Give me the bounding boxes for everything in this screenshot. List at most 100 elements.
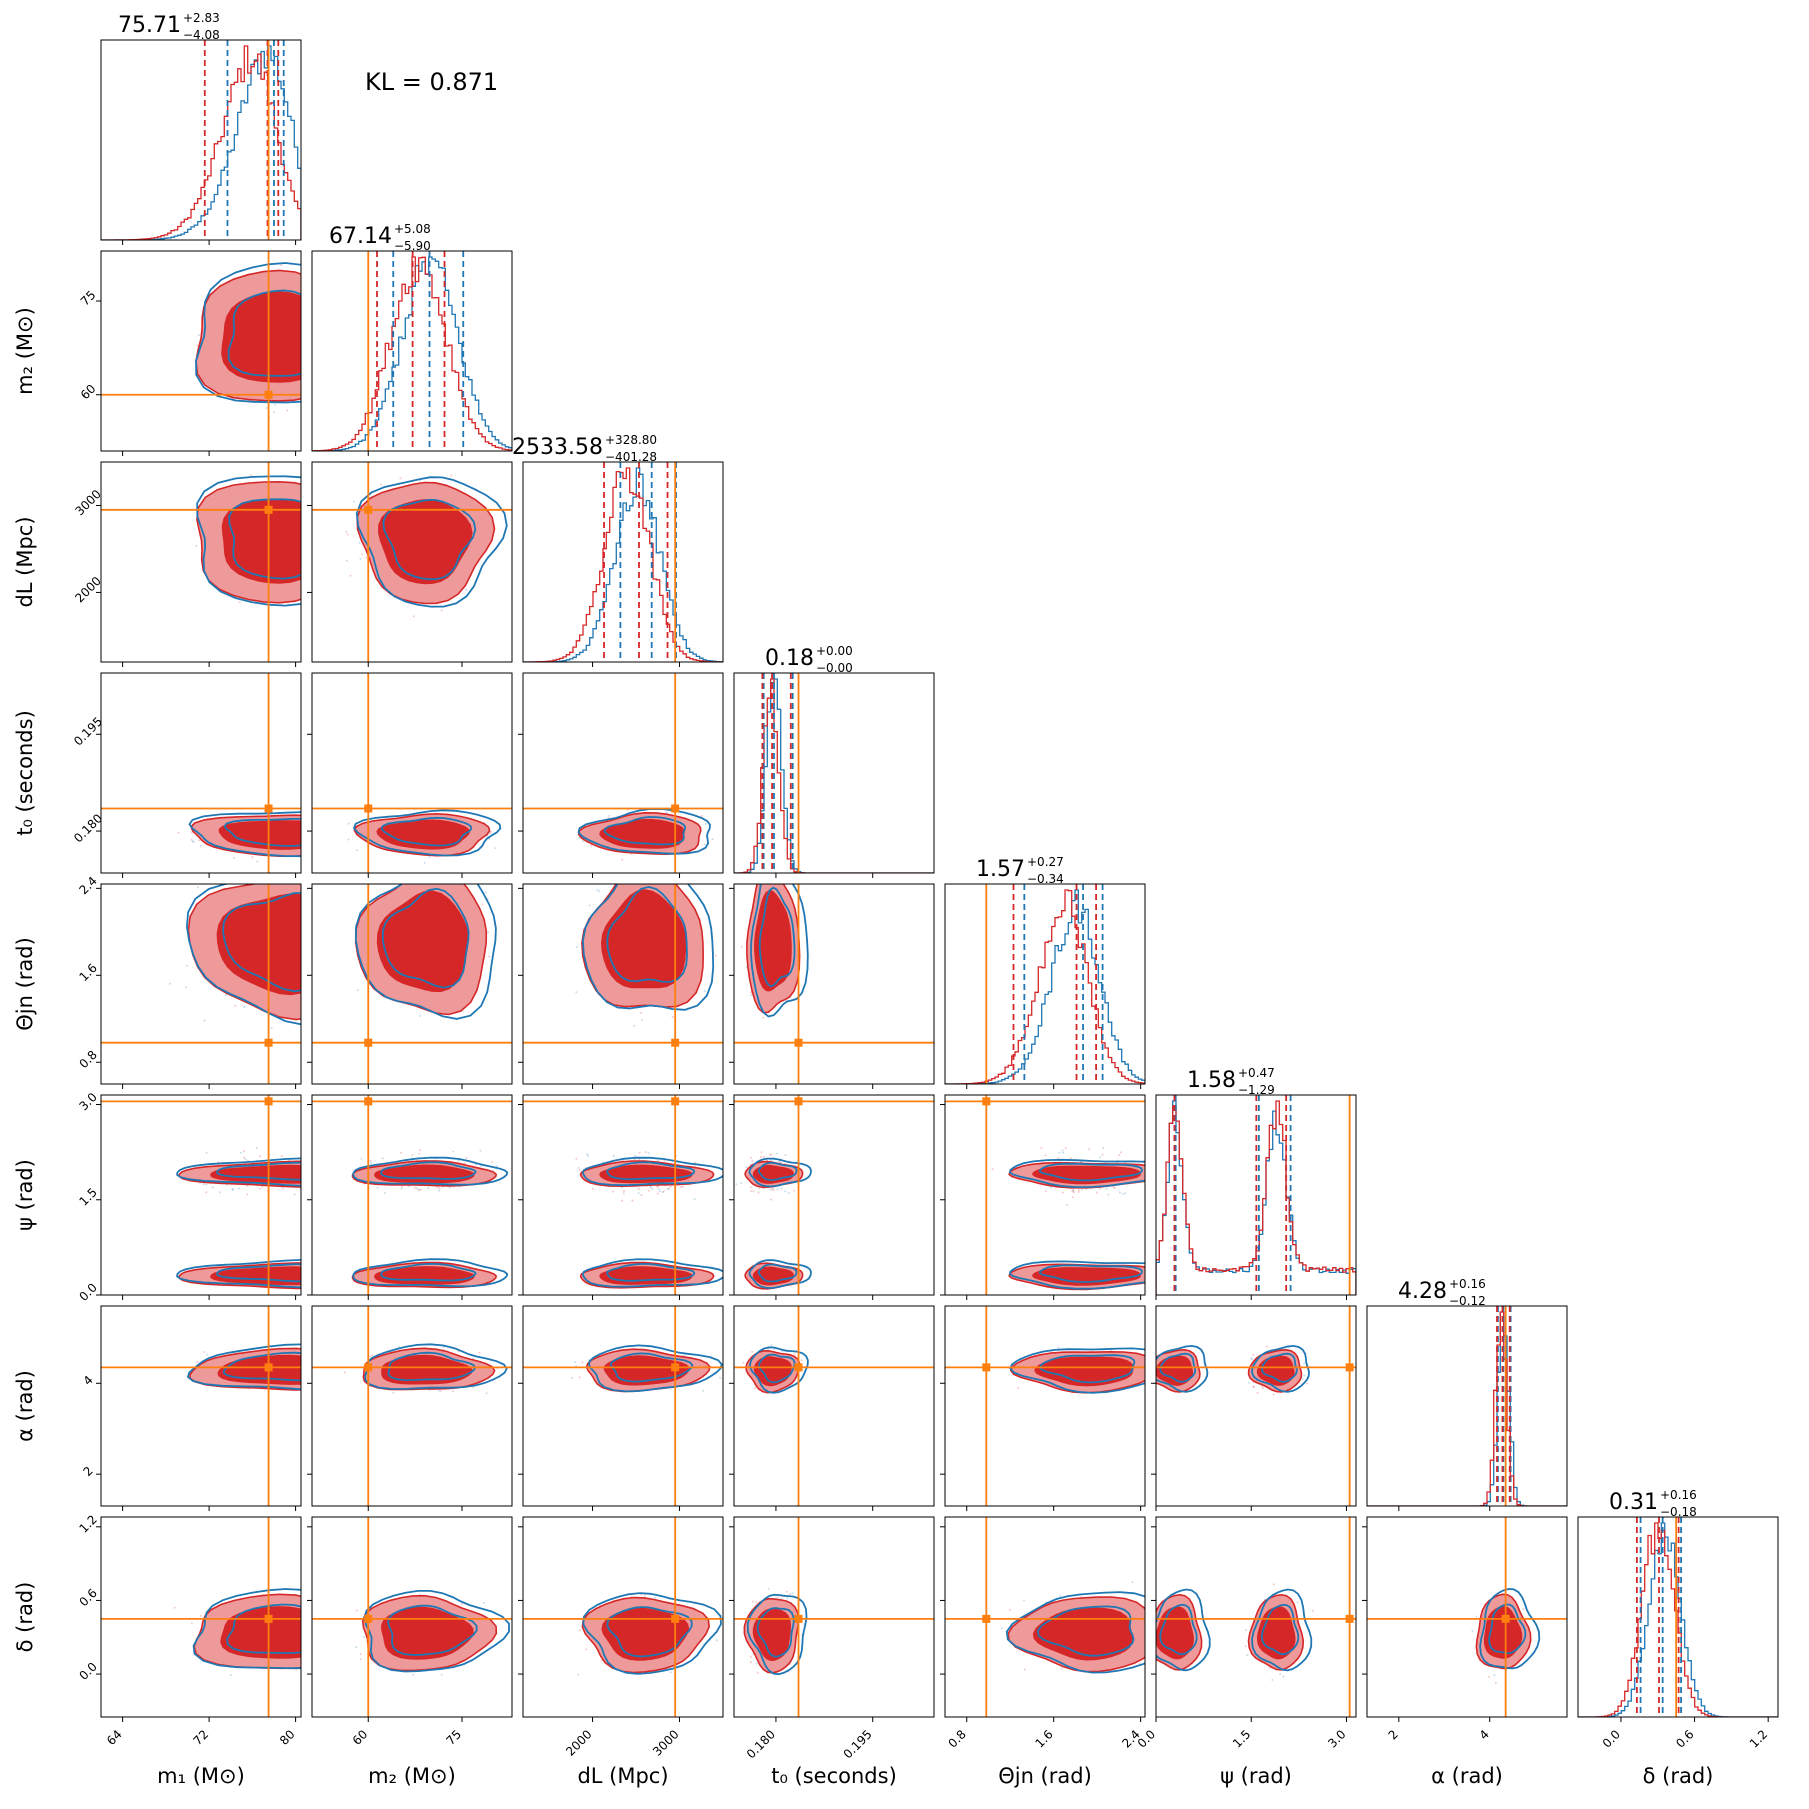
sample-point — [205, 1191, 208, 1194]
sample-point — [651, 1187, 654, 1190]
contour-panel-t0-alpha — [729, 1305, 935, 1511]
sample-point — [315, 486, 317, 488]
sample-point — [488, 955, 491, 958]
upper-error: +0.00 — [816, 644, 853, 658]
sample-point — [1072, 1189, 1075, 1192]
sample-point — [357, 289, 359, 291]
sample-point — [326, 1360, 328, 1362]
sample-point — [350, 1371, 352, 1373]
sample-point — [329, 1164, 331, 1166]
sample-point — [315, 845, 317, 847]
sample-point — [1148, 1350, 1150, 1352]
sample-point — [329, 976, 331, 978]
truth-marker — [364, 804, 373, 813]
histogram-t0: 0.18 +0.00−0.00 — [733, 644, 935, 878]
truth-marker — [364, 1038, 373, 1047]
sample-point — [318, 1371, 320, 1373]
contour-panel-m1-psi: 0.01.53.0 — [76, 1090, 350, 1304]
sample-point — [331, 1179, 333, 1181]
sample-point — [198, 839, 201, 842]
truth-marker — [794, 1363, 803, 1372]
sample-point — [400, 1185, 403, 1188]
y-tick-label-theta: 1.6 — [76, 961, 99, 984]
sample-point — [348, 1173, 350, 1175]
sample-point — [309, 1162, 311, 1164]
sample-point — [1095, 1191, 1098, 1194]
sample-point — [345, 1364, 347, 1366]
sample-point — [315, 1378, 317, 1380]
sample-point — [338, 922, 340, 924]
sample-point — [302, 969, 304, 971]
sample-point — [304, 1166, 306, 1168]
sample-point — [330, 1171, 332, 1173]
contour-b-outer — [1009, 1158, 1145, 1189]
truth-marker — [671, 1363, 680, 1372]
upper-error: +328.80 — [605, 433, 657, 447]
sample-point — [313, 845, 315, 847]
sample-point — [331, 924, 333, 926]
sample-point — [328, 1376, 330, 1378]
sample-point — [329, 826, 331, 828]
sample-point — [304, 932, 306, 934]
sample-point — [313, 833, 315, 835]
histogram-title-dL: 2533.58 +328.80−401.28 — [512, 433, 657, 464]
sample-point — [317, 817, 319, 819]
sample-point — [397, 1345, 400, 1348]
sample-point — [612, 1154, 615, 1157]
sample-point — [315, 325, 317, 327]
sample-point — [315, 559, 317, 561]
sample-point — [339, 472, 341, 474]
contour-b-inner — [227, 289, 301, 377]
contour-panel-dL-theta — [518, 873, 724, 1089]
sample-point — [771, 1187, 774, 1190]
y-tick-label-dL: 2000 — [72, 574, 103, 605]
sample-point — [671, 1016, 674, 1018]
sample-point — [324, 334, 326, 336]
sample-point — [327, 835, 329, 837]
sample-point — [205, 1151, 208, 1154]
contour-b-outer — [195, 262, 301, 404]
upper-error: +5.08 — [394, 222, 431, 236]
sample-point — [742, 1361, 745, 1364]
truth-marker — [264, 390, 273, 399]
contour-b-outer — [354, 884, 497, 1020]
sample-point — [322, 305, 324, 307]
panel-frame — [311, 1094, 513, 1296]
sample-point — [338, 477, 340, 479]
panel-frame — [1155, 1094, 1357, 1296]
sample-point — [481, 903, 484, 906]
sample-point — [465, 1157, 468, 1160]
sample-point — [653, 873, 655, 875]
panel-frame — [100, 461, 302, 663]
sample-point — [1118, 1191, 1121, 1194]
sample-point — [325, 1376, 327, 1378]
contour-b-inner — [757, 1263, 798, 1283]
sample-point — [323, 906, 325, 908]
sample-point — [246, 1193, 249, 1196]
sample-point — [325, 921, 327, 923]
sample-point — [598, 890, 601, 893]
contour-b-inner — [380, 1161, 477, 1180]
sample-point — [772, 1189, 775, 1192]
sample-point — [514, 502, 516, 504]
upper-error: +0.27 — [1027, 855, 1064, 869]
sample-point — [320, 1151, 322, 1153]
sample-point — [793, 1353, 796, 1356]
sample-point — [192, 840, 194, 843]
sample-point — [305, 834, 307, 836]
contour-inner — [218, 820, 301, 850]
sample-point — [322, 1374, 324, 1376]
sample-point — [320, 344, 322, 346]
sample-point — [344, 937, 346, 939]
sample-point — [305, 1356, 307, 1358]
sample-point — [308, 941, 310, 943]
sample-point — [309, 338, 311, 340]
sample-point — [313, 1382, 315, 1384]
sample-point — [316, 523, 318, 525]
contour-b-outer — [185, 884, 301, 1026]
sample-point — [376, 1186, 379, 1189]
sample-point — [1306, 1382, 1309, 1385]
sample-point — [195, 544, 198, 547]
sample-point — [784, 1190, 787, 1193]
